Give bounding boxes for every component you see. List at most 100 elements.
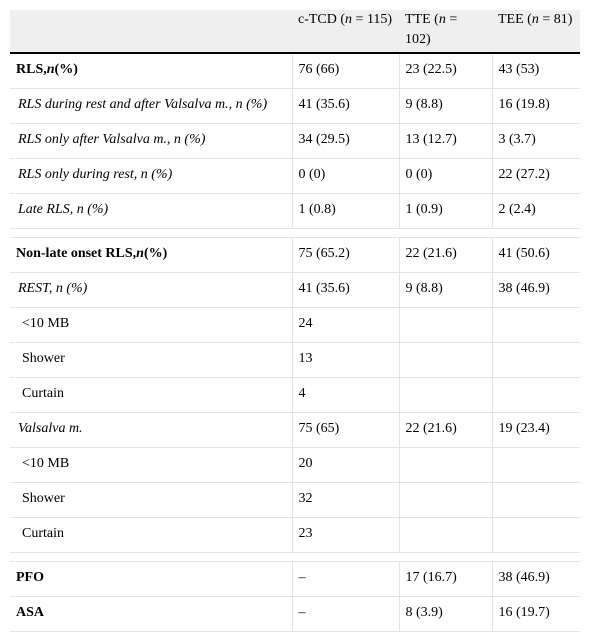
row-label: Shower (10, 342, 292, 378)
page-body: c-TCD (n = 115) TTE (n = 102) TEE (n = 81)… (10, 10, 580, 632)
table-row: Curtain 23 (10, 517, 580, 553)
data-cell: 22 (27.2) (491, 158, 580, 194)
data-cell: – (291, 596, 399, 632)
text-run: RLS, (16, 62, 47, 77)
data-cell: 75 (65.2) (291, 237, 399, 273)
text-run: TTE ( (405, 12, 439, 27)
data-cell: 19 (23.4) (491, 412, 580, 448)
text-run: = 102) (405, 12, 458, 47)
table-row: Late RLS, n (%) 1 (0.8) 1 (0.9) 2 (2.4) (10, 193, 580, 229)
row-label: Curtain (10, 517, 292, 553)
table-row: Shower 13 (10, 342, 580, 378)
data-cell (398, 342, 492, 378)
table-row: <10 MB 24 (10, 307, 580, 343)
data-cell: 9 (8.8) (398, 272, 492, 308)
row-label: Non-late onset RLS,n(%) (10, 237, 292, 273)
data-cell (398, 482, 492, 518)
data-cell: 3 (3.7) (491, 123, 580, 159)
text-run: RLS during rest and after Valsalva m., n… (18, 97, 268, 112)
data-cell: 38 (46.9) (491, 272, 580, 308)
text-run: Shower (22, 351, 65, 366)
spacer-cell (292, 552, 399, 562)
data-cell: 1 (0.8) (291, 193, 399, 229)
data-cell (491, 342, 580, 378)
text-run: Late RLS, n (%) (18, 202, 109, 217)
text-run: = 81) (538, 12, 573, 27)
header-cell: TEE (n = 81) (492, 10, 580, 54)
data-cell (491, 447, 580, 483)
row-label: RLS only after Valsalva m., n (%) (10, 123, 292, 159)
data-cell: 41 (35.6) (291, 88, 399, 124)
data-cell (491, 307, 580, 343)
text-run: Non-late onset RLS, (16, 246, 137, 261)
row-label: Valsalva m. (10, 412, 292, 448)
text-run: = 115) (352, 12, 393, 27)
data-cell: 20 (291, 447, 399, 483)
text-run: ASA (16, 605, 45, 620)
data-cell: 16 (19.8) (491, 88, 580, 124)
data-cell: 16 (19.7) (491, 596, 580, 632)
page: {"header": [null, ["c-TCD (", "n", " = 1… (10, 10, 580, 632)
text-run: <10 MB (22, 316, 70, 331)
spacer-cell (292, 228, 399, 238)
text-run: PFO (16, 570, 44, 585)
data-cell: 17 (16.7) (398, 561, 492, 597)
text-run: Curtain (22, 526, 64, 541)
table-row: RLS during rest and after Valsalva m., n… (10, 88, 580, 124)
row-label: Curtain (10, 377, 292, 413)
data-cell: 9 (8.8) (398, 88, 492, 124)
spacer-cell (492, 552, 580, 562)
data-cell (491, 517, 580, 553)
row-label: ASA (10, 596, 292, 632)
data-cell (491, 377, 580, 413)
data-cell: 38 (46.9) (491, 561, 580, 597)
text-run: TEE ( (498, 12, 532, 27)
header-row: c-TCD (n = 115) TTE (n = 102) TEE (n = 81) (10, 10, 580, 54)
data-cell (398, 517, 492, 553)
row-label: RLS,n(%) (10, 53, 292, 89)
text-run: RLS only after Valsalva m., n (%) (18, 132, 206, 147)
spacer-cell (10, 228, 292, 238)
text-run: <10 MB (22, 456, 70, 471)
data-cell (491, 482, 580, 518)
spacer-cell (492, 228, 580, 238)
text-run: RLS only during rest, n (%) (18, 167, 173, 182)
data-cell (398, 447, 492, 483)
data-cell: 23 (22.5) (398, 53, 492, 89)
header-cell: TTE (n = 102) (399, 10, 492, 54)
data-cell: 75 (65) (291, 412, 399, 448)
text-run: n (46, 62, 55, 77)
header-cell (10, 10, 292, 54)
data-cell: 4 (291, 377, 399, 413)
row-label: <10 MB (10, 307, 292, 343)
table-row: Shower 32 (10, 482, 580, 518)
data-cell: 76 (66) (291, 53, 399, 89)
data-cell: 1 (0.9) (398, 193, 492, 229)
text-run: n (136, 246, 144, 261)
spacer-cell (399, 552, 492, 562)
data-cell: 13 (291, 342, 399, 378)
text-run: Shower (22, 491, 65, 506)
spacer-cell (399, 228, 492, 238)
table-row: RLS,n(%) 76 (66) 23 (22.5) 43 (53) (10, 53, 580, 89)
data-cell: 13 (12.7) (398, 123, 492, 159)
table-header: c-TCD (n = 115) TTE (n = 102) TEE (n = 81) (10, 10, 580, 54)
row-label: Late RLS, n (%) (10, 193, 292, 229)
text-run: (%) (143, 246, 168, 261)
data-cell: 0 (0) (398, 158, 492, 194)
text-run: Valsalva m. (18, 421, 83, 436)
data-cell (398, 307, 492, 343)
data-cell: 24 (291, 307, 399, 343)
text-run: n (345, 12, 353, 27)
data-cell: 0 (0) (291, 158, 399, 194)
text-run: REST, n (%) (18, 281, 88, 296)
table-row: Non-late onset RLS,n(%) 75 (65.2) 22 (21.6… (10, 237, 580, 273)
table-row: PFO –17 (16.7) 38 (46.9) (10, 561, 580, 597)
data-cell: – (291, 561, 399, 597)
data-cell: 22 (21.6) (398, 237, 492, 273)
table-row: Curtain 4 (10, 377, 580, 413)
text-run: (%) (54, 62, 78, 77)
data-cell: 41 (35.6) (291, 272, 399, 308)
table-row: ASA –8 (3.9) 16 (19.7) (10, 596, 580, 632)
row-label: RLS only during rest, n (%) (10, 158, 292, 194)
